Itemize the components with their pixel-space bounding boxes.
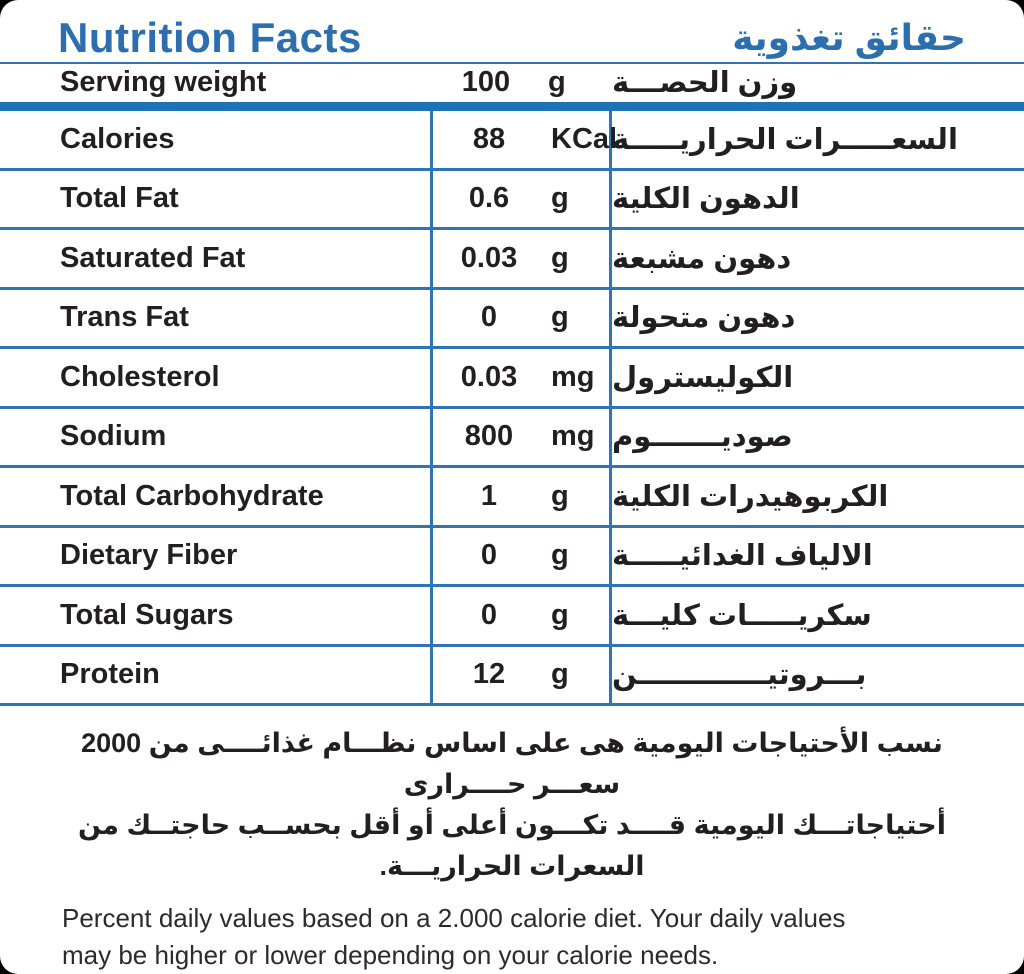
title-english: Nutrition Facts	[58, 14, 362, 61]
nutrient-label-ar: السعـــــرات الحراريـــــة	[612, 123, 958, 156]
nutrient-label-ar: الدهون الكلية	[612, 183, 800, 216]
nutrient-unit: g	[551, 479, 569, 512]
row-cholesterol: Cholesterol 0.03 mg الكوليسترول	[0, 349, 1024, 409]
nutrient-value: 12	[472, 658, 506, 691]
nutrient-label-ar: دهون متحولة	[612, 302, 796, 335]
row-trans-fat: Trans Fat 0 g دهون متحولة	[0, 289, 1024, 349]
footnote-arabic-line1: نسب الأحتياجات اليومية هى على اساس نظـــ…	[81, 728, 943, 799]
nutrient-value: 0	[480, 539, 498, 572]
nutrient-value-cell: 1 g	[430, 468, 612, 525]
nutrient-value: 0.03	[460, 360, 518, 393]
row-saturated-fat: Saturated Fat 0.03 g دهون مشبعة	[0, 230, 1024, 290]
nutrient-value-cell: 0.03 mg	[430, 349, 612, 406]
nutrient-value: 1	[480, 479, 498, 512]
footnote-english: Percent daily values based on a 2.000 ca…	[0, 900, 1024, 974]
nutrient-value-cell: 800 mg	[430, 408, 612, 465]
row-sodium: Sodium 800 mg صوديـــــــوم	[0, 408, 1024, 468]
header-divider-rule	[0, 62, 1024, 64]
nutrient-label-en: Calories	[60, 122, 175, 155]
footnote-arabic: نسب الأحتياجات اليومية هى على اساس نظـــ…	[0, 723, 1024, 887]
nutrient-label-en: Saturated Fat	[60, 241, 246, 274]
nutrient-unit: g	[551, 598, 569, 631]
thick-blue-bar	[0, 101, 1024, 111]
nutrient-unit: g	[551, 241, 569, 274]
nutrient-value-cell: 12 g	[430, 646, 612, 703]
row-calories: Calories 88 KCal السعـــــرات الحراريـــ…	[0, 111, 1024, 171]
nutrient-value-cell: 0.03 g	[430, 230, 612, 287]
nutrient-value-cell: 0 g	[430, 587, 612, 644]
label-header: Nutrition Facts حقائق تغذوية	[0, 0, 1024, 62]
nutrient-value-cell: 0.6 g	[430, 170, 612, 227]
nutrient-label-ar: الكوليسترول	[612, 361, 794, 394]
nutrient-value: 88	[472, 122, 506, 155]
title-arabic: حقائق تغذوية	[732, 17, 966, 58]
nutrient-label-en: Protein	[60, 658, 160, 691]
row-serving-weight: Serving weight 100 g وزن الحصـــة	[0, 64, 1024, 102]
nutrient-value: 0.03	[460, 241, 518, 274]
nutrient-label-en: Total Carbohydrate	[60, 479, 324, 512]
nutrient-value: 0	[480, 598, 498, 631]
serving-value-cell: 100 g	[430, 64, 612, 102]
nutrient-value: 0.6	[468, 182, 510, 215]
row-protein: Protein 12 g بـــروتيـــــــــــــن	[0, 646, 1024, 706]
footnote-english-line1: Percent daily values based on a 2.000 ca…	[62, 903, 846, 933]
nutrient-label-ar: الكربوهيدرات الكلية	[612, 480, 889, 513]
nutrient-unit: g	[551, 301, 569, 334]
serving-unit: g	[548, 66, 566, 99]
nutrient-label-en: Sodium	[60, 420, 167, 453]
nutrient-label-ar: صوديـــــــوم	[612, 421, 793, 454]
nutrient-label-en: Trans Fat	[60, 301, 189, 334]
nutrient-unit: g	[551, 539, 569, 572]
nutrient-value-cell: 88 KCal	[430, 111, 617, 168]
nutrient-label-en: Dietary Fiber	[60, 539, 238, 572]
nutrient-label-en: Total Fat	[60, 182, 179, 215]
nutrient-unit: KCal	[551, 122, 618, 155]
nutrient-label-en: Cholesterol	[60, 360, 220, 393]
serving-label-ar: وزن الحصـــة	[612, 67, 798, 100]
nutrient-value-cell: 0 g	[430, 527, 612, 584]
footnote-english-line2: may be higher or lower depending on your…	[62, 940, 719, 970]
row-total-carbohydrate: Total Carbohydrate 1 g الكربوهيدرات الكل…	[0, 468, 1024, 528]
nutrient-label-en: Total Sugars	[60, 598, 234, 631]
nutrient-unit: g	[551, 182, 569, 215]
row-dietary-fiber: Dietary Fiber 0 g الالياف الغدائيـــــة	[0, 527, 1024, 587]
nutrient-value: 0	[480, 301, 498, 334]
nutrient-label-ar: الالياف الغدائيـــــة	[612, 540, 873, 573]
serving-label-en: Serving weight	[60, 66, 267, 99]
nutrient-label-ar: دهون مشبعة	[612, 242, 792, 275]
row-total-fat: Total Fat 0.6 g الدهون الكلية	[0, 170, 1024, 230]
serving-value: 100	[461, 66, 511, 99]
nutrient-label-ar: بـــروتيـــــــــــــن	[612, 659, 867, 692]
nutrient-rows: Calories 88 KCal السعـــــرات الحراريـــ…	[0, 111, 1024, 706]
nutrient-unit: g	[551, 658, 569, 691]
nutrient-unit: mg	[551, 360, 595, 393]
nutrient-value-cell: 0 g	[430, 289, 612, 346]
footnote-arabic-line2: أحتياجاتـــك اليومية قــــد تكـــون أعلى…	[77, 810, 947, 881]
nutrient-unit: mg	[551, 420, 595, 453]
nutrient-value: 800	[464, 420, 514, 453]
nutrient-label-ar: سكريـــــات كليـــة	[612, 599, 872, 632]
row-total-sugars: Total Sugars 0 g سكريـــــات كليـــة	[0, 587, 1024, 647]
